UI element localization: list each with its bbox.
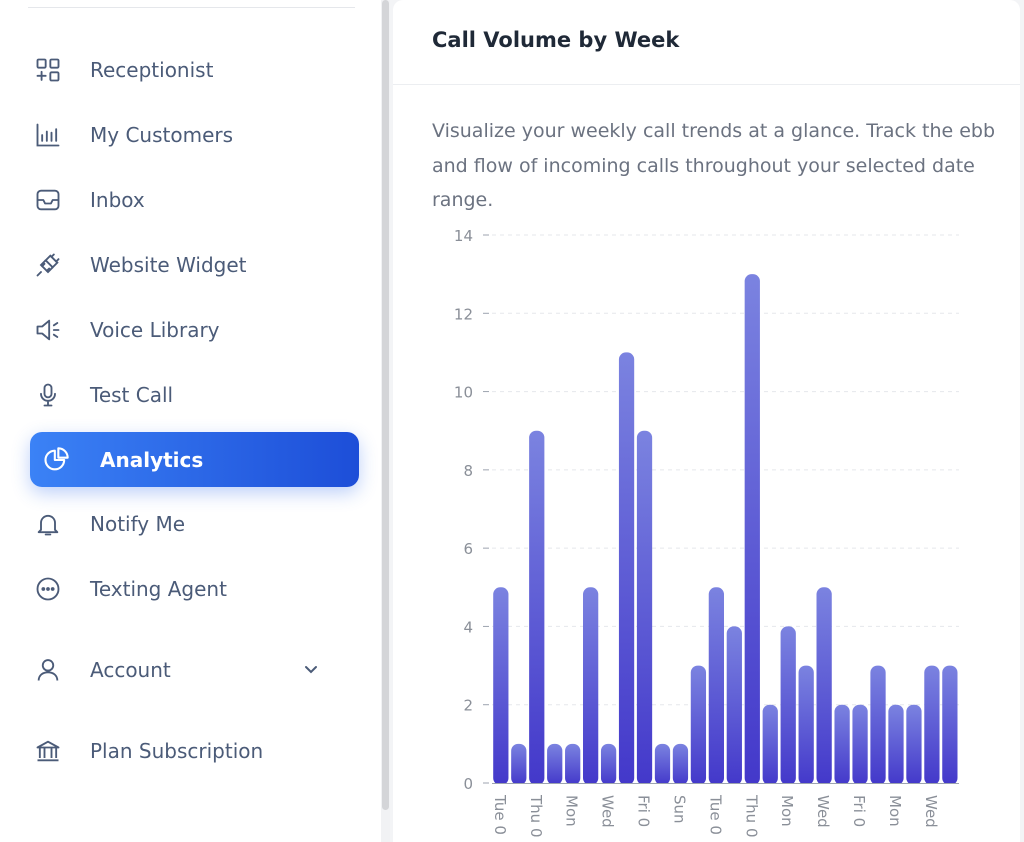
y-tick-label: 10 — [454, 384, 473, 402]
sidebar: Receptionist My Customers Inbox Website … — [0, 0, 381, 842]
user-icon — [32, 654, 64, 686]
baseline-mask — [492, 784, 959, 788]
x-tick-label: Mon — [886, 795, 904, 827]
x-tick-label: Wed — [814, 795, 832, 828]
sidebar-item-website-widget[interactable]: Website Widget — [30, 238, 359, 292]
chart-bar[interactable] — [744, 274, 760, 785]
y-tick-label: 0 — [463, 775, 473, 793]
chart-bar[interactable] — [708, 587, 724, 785]
chart-bar[interactable] — [942, 665, 958, 785]
sidebar-item-receptionist[interactable]: Receptionist — [30, 43, 359, 97]
sidebar-item-label: Plan Subscription — [90, 739, 264, 763]
y-tick-label: 2 — [463, 697, 473, 715]
x-tick-label: Mon — [563, 795, 581, 827]
sidebar-item-texting-agent[interactable]: Texting Agent — [30, 562, 359, 616]
sidebar-item-label: My Customers — [90, 123, 234, 147]
sidebar-item-label: Receptionist — [90, 58, 214, 82]
sidebar-item-label: Test Call — [90, 383, 174, 407]
chart-bar[interactable] — [547, 743, 563, 785]
chart-bar[interactable] — [852, 704, 868, 785]
chart-bar[interactable] — [834, 704, 850, 785]
chart-bar[interactable] — [529, 430, 545, 785]
sidebar-item-plan-subscription[interactable]: Plan Subscription — [30, 724, 359, 778]
chart-bar[interactable] — [618, 352, 635, 785]
card-description: Visualize your weekly call trends at a g… — [432, 120, 996, 211]
y-tick-label: 4 — [463, 618, 473, 636]
x-tick-label: Wed — [922, 795, 940, 828]
speaker-icon — [32, 314, 64, 346]
chart-bar[interactable] — [565, 743, 581, 785]
chart-bar[interactable] — [690, 665, 707, 785]
x-tick-label: Thu 0 — [527, 794, 545, 838]
chart-bar[interactable] — [600, 743, 617, 785]
chart-bar[interactable] — [780, 626, 796, 785]
sidebar-item-voice-library[interactable]: Voice Library — [30, 303, 359, 357]
plug-icon — [32, 249, 64, 281]
sidebar-item-label: Texting Agent — [90, 577, 227, 601]
x-tick-label: Thu 0 — [742, 794, 760, 838]
card-title: Call Volume by Week — [432, 28, 680, 52]
inbox-icon — [32, 184, 64, 216]
sidebar-item-label: Analytics — [100, 447, 204, 472]
sidebar-item-label: Inbox — [90, 188, 145, 212]
x-tick-label: Tue 0 — [706, 794, 724, 835]
bank-icon — [32, 735, 64, 767]
call-volume-card: Call Volume by Week Visualize your weekl… — [393, 0, 1020, 842]
x-tick-label: Fri 0 — [850, 795, 868, 827]
y-tick-label: 12 — [454, 305, 473, 323]
bar-chart-icon — [32, 119, 64, 151]
chart-bar[interactable] — [672, 743, 689, 785]
grid-plus-icon — [32, 54, 64, 86]
y-tick-label: 8 — [463, 462, 473, 480]
pie-chart-icon — [40, 444, 72, 476]
chart-bar[interactable] — [870, 665, 886, 785]
sidebar-item-my-customers[interactable]: My Customers — [30, 108, 359, 162]
x-tick-label: Fri 0 — [635, 795, 653, 827]
chart-bar[interactable] — [816, 587, 832, 785]
chart-bar[interactable] — [636, 430, 653, 785]
chat-bubble-icon — [32, 573, 64, 605]
sidebar-item-label: Website Widget — [90, 253, 247, 277]
chart-bar[interactable] — [654, 743, 671, 785]
sidebar-item-label: Notify Me — [90, 512, 186, 536]
chart-bar[interactable] — [493, 587, 509, 785]
sidebar-item-account[interactable]: Account — [30, 643, 359, 697]
sidebar-item-analytics[interactable]: Analytics — [30, 432, 359, 487]
sidebar-item-label: Voice Library — [90, 318, 220, 342]
sidebar-item-test-call[interactable]: Test Call — [30, 368, 359, 422]
x-tick-labels: Tue 0 Thu 0 Mon Wed Fri 0 Sun Tue 0 Thu 0 Mon Wed… — [491, 794, 940, 838]
sidebar-item-inbox[interactable]: Inbox — [30, 173, 359, 227]
sidebar-item-label: Account — [90, 658, 171, 682]
x-tick-label: Tue 0 — [491, 794, 509, 835]
scrollbar-thumb[interactable] — [382, 0, 389, 810]
sidebar-divider — [28, 7, 355, 8]
microphone-icon — [32, 379, 64, 411]
chart-bar[interactable] — [726, 626, 742, 785]
chart-bar[interactable] — [906, 704, 922, 785]
x-tick-label: Sun — [670, 795, 688, 824]
chart-bar[interactable] — [511, 743, 527, 785]
card-header — [393, 0, 1020, 85]
chart-bar[interactable] — [583, 587, 599, 785]
y-tick-label: 14 — [454, 227, 473, 245]
chart-bar[interactable] — [798, 665, 814, 785]
y-tick-label: 6 — [463, 540, 473, 558]
sidebar-item-notify-me[interactable]: Notify Me — [30, 497, 359, 551]
bell-icon — [32, 508, 64, 540]
chevron-down-icon[interactable] — [299, 657, 323, 681]
sidebar-scrollbar[interactable] — [381, 0, 390, 842]
chart-bar[interactable] — [762, 704, 778, 785]
chart-bar[interactable] — [888, 704, 904, 785]
x-tick-label: Mon — [778, 795, 796, 827]
chart-bar[interactable] — [924, 665, 940, 785]
x-tick-label: Wed — [599, 795, 617, 828]
